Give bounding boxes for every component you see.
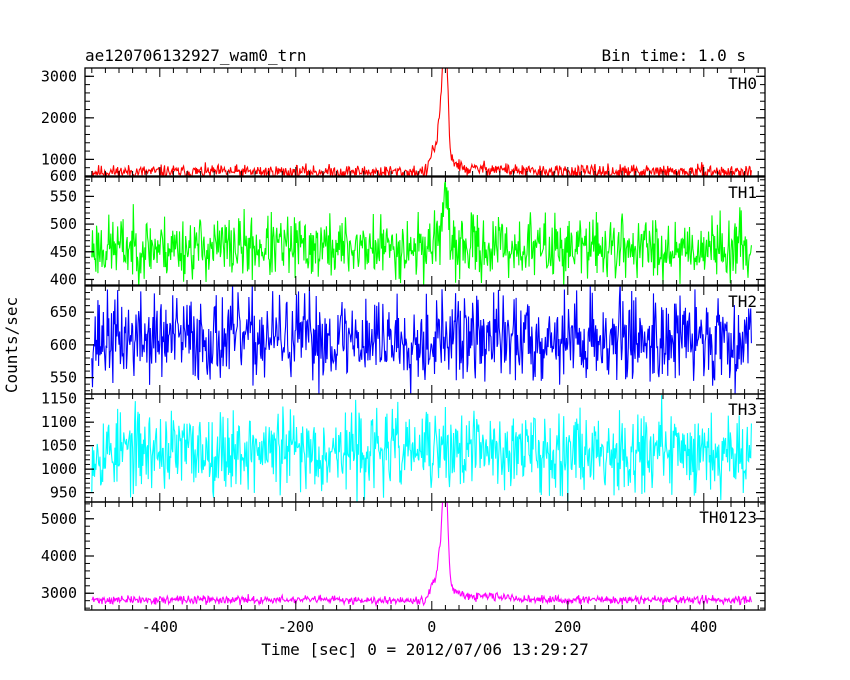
panel-th0123: TH0123 3000 4000 5000 (41, 501, 766, 611)
x-tick-label: 0 (427, 618, 436, 636)
y-tick-label: 400 (50, 270, 77, 288)
panel-label-th0123: TH0123 (699, 508, 757, 527)
series-line-th0 (91, 68, 752, 176)
y-axis-label: Counts/sec (2, 297, 21, 393)
series-line-th0123 (91, 502, 752, 608)
panel-label-th1: TH1 (728, 183, 757, 202)
y-tick-label: 5000 (41, 510, 77, 528)
plot-area: TH0600100020003000TH1400450500550TH25506… (41, 67, 766, 636)
y-tick-label: 3000 (41, 584, 77, 602)
y-tick-label: 1000 (41, 460, 77, 478)
panel-label-th0: TH0 (728, 74, 757, 93)
y-tick-label: 600 (50, 167, 77, 185)
panel-th1: TH1 400 450 500 550 (50, 176, 766, 288)
x-tick-label: -200 (278, 618, 314, 636)
y-tick-label: 550 (50, 187, 77, 205)
panel-th3: TH3 950 1000 1050 1100 1150 (41, 390, 766, 503)
series-line-th2 (91, 286, 752, 394)
y-tick-label: 650 (50, 303, 77, 321)
y-tick-label: 2000 (41, 109, 77, 127)
panel-th2: TH2 550 600 650 (50, 285, 766, 395)
series-line-th1 (91, 181, 752, 285)
y-tick-label: 950 (50, 484, 77, 502)
series-line-th3 (91, 395, 752, 502)
y-tick-label: 4000 (41, 547, 77, 565)
panel-label-th2: TH2 (728, 292, 757, 311)
panel-frame (84, 501, 766, 611)
y-tick-label: 1050 (41, 437, 77, 455)
y-tick-label: 3000 (41, 67, 77, 85)
y-tick-label: 450 (50, 243, 77, 261)
y-tick-label: 1100 (41, 413, 77, 431)
x-tick-label: -400 (142, 618, 178, 636)
x-tick-label: 200 (554, 618, 581, 636)
y-tick-label: 500 (50, 215, 77, 233)
y-tick-label: 550 (50, 369, 77, 387)
chart-title: ae120706132927_wam0_trn (85, 46, 307, 65)
panel-label-th3: TH3 (728, 400, 757, 419)
y-tick-label: 1000 (41, 150, 77, 168)
x-tick-label: 400 (690, 618, 717, 636)
x-axis-label: Time [sec] 0 = 2012/07/06 13:29:27 (261, 640, 589, 659)
panel-frame (84, 176, 766, 286)
bin-time-label: Bin time: 1.0 s (602, 46, 747, 65)
panel-frame (84, 67, 766, 177)
y-tick-label: 600 (50, 336, 77, 354)
y-tick-label: 1150 (41, 390, 77, 408)
